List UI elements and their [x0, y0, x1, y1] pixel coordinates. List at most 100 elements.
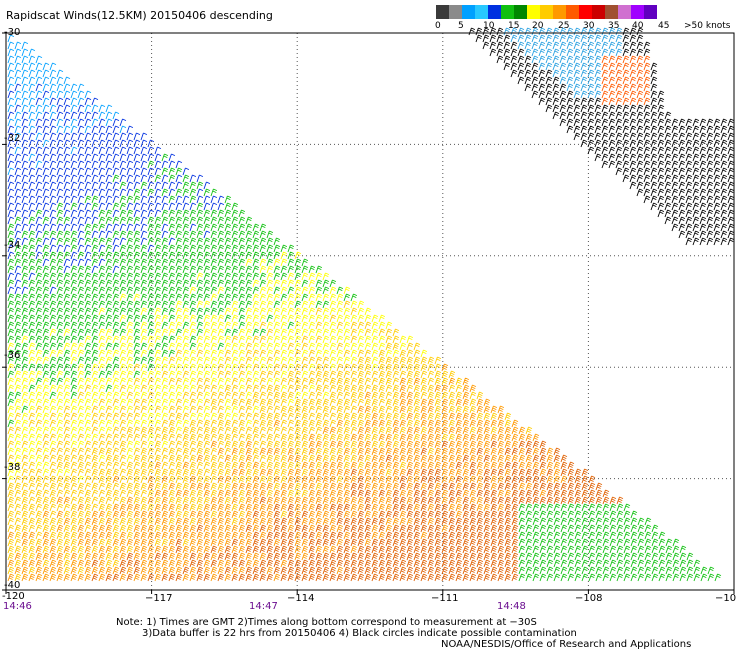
wind-barb: [336, 300, 344, 309]
wind-barb: [371, 356, 379, 365]
wind-barb: [273, 419, 281, 428]
wind-barb: [196, 314, 204, 323]
wind-barb: [35, 419, 43, 428]
wind-barb: [175, 524, 183, 533]
wind-barb: [224, 545, 232, 554]
wind-barb: [63, 440, 71, 449]
wind-barb: [287, 251, 295, 260]
wind-barb: [21, 510, 29, 519]
wind-barb: [7, 475, 15, 484]
wind-barb: [615, 167, 623, 176]
wind-barb: [196, 300, 204, 309]
wind-barb: [294, 552, 302, 561]
wind-barb: [49, 321, 57, 330]
wind-barb: [497, 510, 505, 519]
wind-barb: [231, 412, 239, 421]
wind-barb: [287, 461, 295, 470]
wind-barb: [727, 153, 735, 162]
wind-barb: [329, 279, 337, 288]
wind-barb: [14, 461, 22, 470]
wind-barb: [91, 398, 99, 407]
wind-barb: [287, 552, 295, 561]
wind-barb: [406, 349, 414, 358]
wind-barb: [273, 272, 281, 281]
wind-barb: [336, 517, 344, 526]
wind-barb: [315, 440, 323, 449]
wind-barb: [98, 181, 106, 190]
wind-barb: [350, 454, 358, 463]
wind-barb: [651, 545, 659, 554]
wind-barb: [601, 27, 609, 36]
wind-barb: [147, 531, 155, 540]
wind-barb: [294, 398, 302, 407]
wind-barb: [581, 475, 589, 484]
wind-barb: [357, 468, 365, 477]
wind-barb: [63, 83, 71, 92]
wind-barb: [231, 216, 239, 225]
wind-barb: [559, 104, 567, 113]
map-frame: [2, 32, 735, 594]
wind-barb: [573, 125, 581, 134]
wind-barb: [42, 279, 50, 288]
wind-barb: [308, 468, 316, 477]
wind-barb: [350, 552, 358, 561]
wind-barb: [434, 440, 442, 449]
wind-barb: [196, 307, 204, 316]
wind-barb: [706, 160, 714, 169]
wind-barb: [147, 510, 155, 519]
wind-barb: [706, 237, 714, 246]
wind-barb: [84, 209, 92, 218]
wind-barb: [434, 419, 442, 428]
wind-barb: [497, 482, 505, 491]
wind-barb: [42, 160, 50, 169]
wind-barb: [287, 426, 295, 435]
wind-barb: [91, 328, 99, 337]
wind-barb: [343, 349, 351, 358]
wind-barb: [182, 307, 190, 316]
wind-barb: [203, 188, 211, 197]
wind-barb: [84, 468, 92, 477]
wind-barb: [49, 307, 57, 316]
wind-barb: [378, 349, 386, 358]
wind-barb: [650, 167, 658, 176]
wind-barb: [273, 286, 281, 295]
wind-barb: [70, 230, 78, 239]
wind-barb: [679, 566, 687, 575]
wind-barb: [594, 146, 602, 155]
wind-barb: [539, 482, 547, 491]
wind-barb: [308, 321, 316, 330]
wind-barb: [657, 195, 665, 204]
wind-barb: [175, 489, 183, 498]
wind-barb: [217, 293, 225, 302]
wind-barb: [182, 195, 190, 204]
wind-barb: [287, 531, 295, 540]
wind-barb: [7, 573, 15, 582]
wind-barb: [161, 538, 169, 547]
wind-barb: [210, 237, 218, 246]
wind-barb: [98, 139, 106, 148]
wind-barb: [448, 531, 456, 540]
wind-barb: [189, 440, 197, 449]
wind-barb: [77, 335, 85, 344]
wind-barb: [147, 286, 155, 295]
wind-barb: [98, 307, 106, 316]
wind-barb: [77, 139, 85, 148]
wind-barb: [21, 321, 29, 330]
wind-barb: [497, 489, 505, 498]
wind-barb: [336, 356, 344, 365]
wind-barb: [413, 419, 421, 428]
wind-barb: [441, 489, 449, 498]
wind-barb: [713, 153, 721, 162]
wind-barb: [552, 97, 560, 106]
wind-barb: [315, 566, 323, 575]
wind-barb: [616, 566, 624, 575]
wind-barb: [175, 363, 183, 372]
wind-barb: [252, 405, 260, 414]
wind-barb: [378, 503, 386, 512]
wind-barb: [713, 125, 721, 134]
wind-barb: [413, 524, 421, 533]
wind-barb: [252, 419, 260, 428]
wind-barb: [231, 279, 239, 288]
wind-barb: [189, 552, 197, 561]
wind-barb: [35, 468, 43, 477]
